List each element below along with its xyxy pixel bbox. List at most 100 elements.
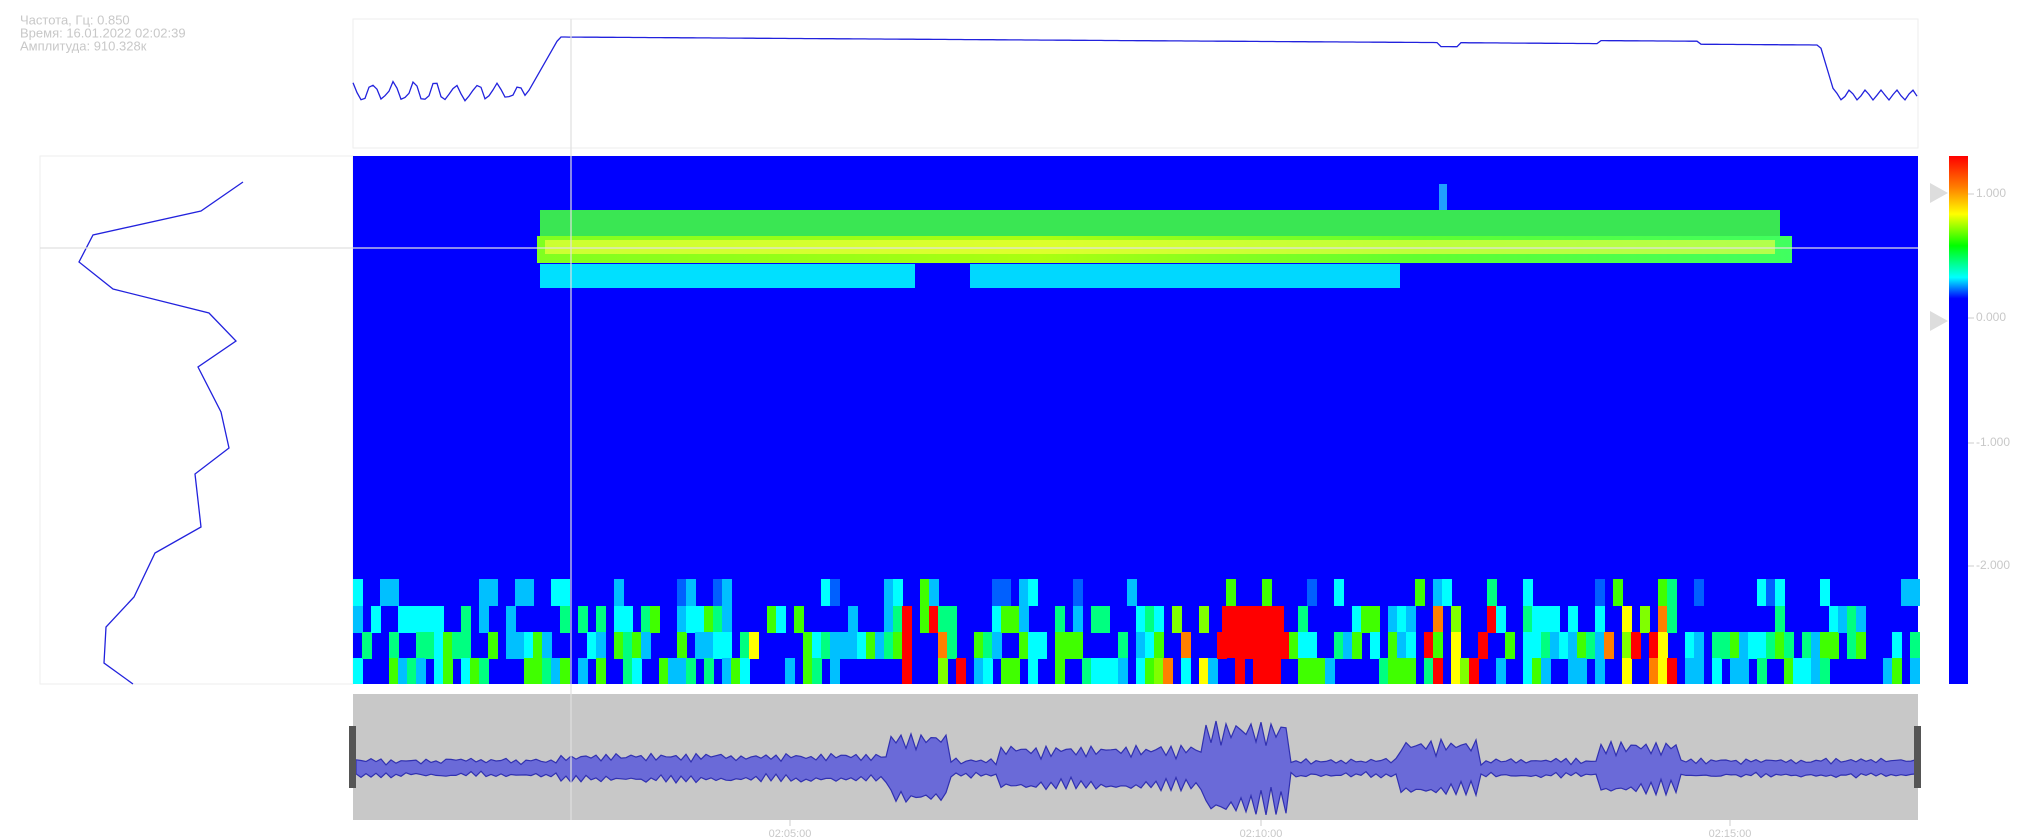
cell [434,632,444,659]
cell [992,606,1002,633]
cell [974,658,984,684]
cell [1154,632,1164,659]
cell [686,579,696,606]
cell [650,606,660,633]
cell [479,579,489,606]
cell [1397,658,1407,684]
cell [938,658,948,684]
cell [560,658,570,684]
cell [803,658,813,684]
cell [479,606,489,633]
cell [1163,658,1173,684]
cell [533,658,543,684]
cell [596,606,606,633]
cell [578,606,588,633]
cell [1073,632,1083,659]
cell [974,632,984,659]
cell [902,606,912,633]
time-tick-label: 02:05:00 [769,828,812,840]
cell [506,632,516,659]
cell [1505,632,1515,659]
cell [641,606,651,633]
cell [1028,579,1038,606]
colorbar-handle[interactable] [1930,183,1948,331]
cell [686,658,696,684]
cell [1613,579,1623,606]
cell [785,658,795,684]
cell [596,632,606,659]
heatmap-cells [353,579,1920,684]
cell [452,632,462,659]
colorbar-tick-label: -1.000 [1976,435,2010,449]
cell [992,579,1002,606]
cell [1406,658,1416,684]
cell [1694,579,1704,606]
cell [533,632,543,659]
cell [1784,632,1794,659]
cell [1523,606,1533,633]
cell [830,632,840,659]
cell [1055,658,1065,684]
cell [362,632,372,659]
cell [1010,606,1020,633]
cell [1820,658,1830,684]
cell [1082,658,1092,684]
cell [1172,606,1182,633]
cell [893,606,903,633]
cell [1784,658,1794,684]
navigator-handle[interactable] [1914,726,1921,788]
cell [749,632,759,659]
cell [1145,658,1155,684]
cell [1721,632,1731,659]
cell [614,579,624,606]
cell [461,606,471,633]
cell [1820,632,1830,659]
cell [1073,606,1083,633]
cell [1136,658,1146,684]
cell [1586,632,1596,659]
cell [551,658,561,684]
cell [1838,606,1848,633]
cell [740,632,750,659]
cell [1757,632,1767,659]
cell [1388,606,1398,633]
cell [461,632,471,659]
cell [884,632,894,659]
cell [1775,606,1785,633]
colorbar-tick-label: 0.000 [1976,310,2006,324]
navigator-handle[interactable] [349,726,356,788]
cell [1415,579,1425,606]
cell [434,658,444,684]
cell [1271,658,1281,684]
cell [704,632,714,659]
cell [704,606,714,633]
cell [983,632,993,659]
cell [1109,658,1119,684]
cell [722,658,732,684]
cell [524,658,534,684]
cell [677,658,687,684]
cell [1253,658,1263,684]
cell [1829,632,1839,659]
cell [1622,632,1632,659]
cell [722,579,732,606]
cell [1892,658,1902,684]
cell [1064,632,1074,659]
cell [1541,606,1551,633]
cell [1136,606,1146,633]
cell [1604,632,1614,659]
cell [1379,658,1389,684]
cell [812,632,822,659]
cell [1433,606,1443,633]
cell [821,632,831,659]
cell [1298,658,1308,684]
cell [1658,658,1668,684]
cell [488,632,498,659]
cell [623,658,633,684]
cell [1352,632,1362,659]
cell [875,632,885,659]
cell [1451,658,1461,684]
cell [1829,606,1839,633]
cell [1577,632,1587,659]
